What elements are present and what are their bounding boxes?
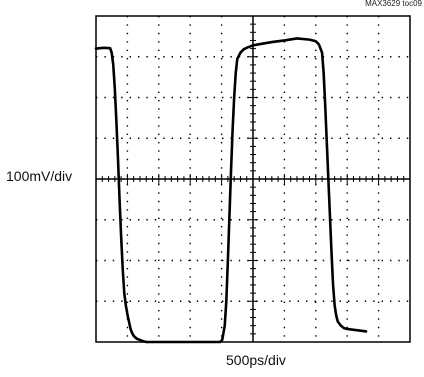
center-axes [96, 16, 410, 342]
figure-id-label: MAX3629 toc09 [365, 0, 422, 8]
grid [96, 16, 410, 342]
x-axis-label: 500ps/div [226, 352, 286, 368]
plot-frame [95, 15, 411, 343]
y-axis-label: 100mV/div [6, 168, 73, 184]
waveform-trace [94, 37, 368, 344]
